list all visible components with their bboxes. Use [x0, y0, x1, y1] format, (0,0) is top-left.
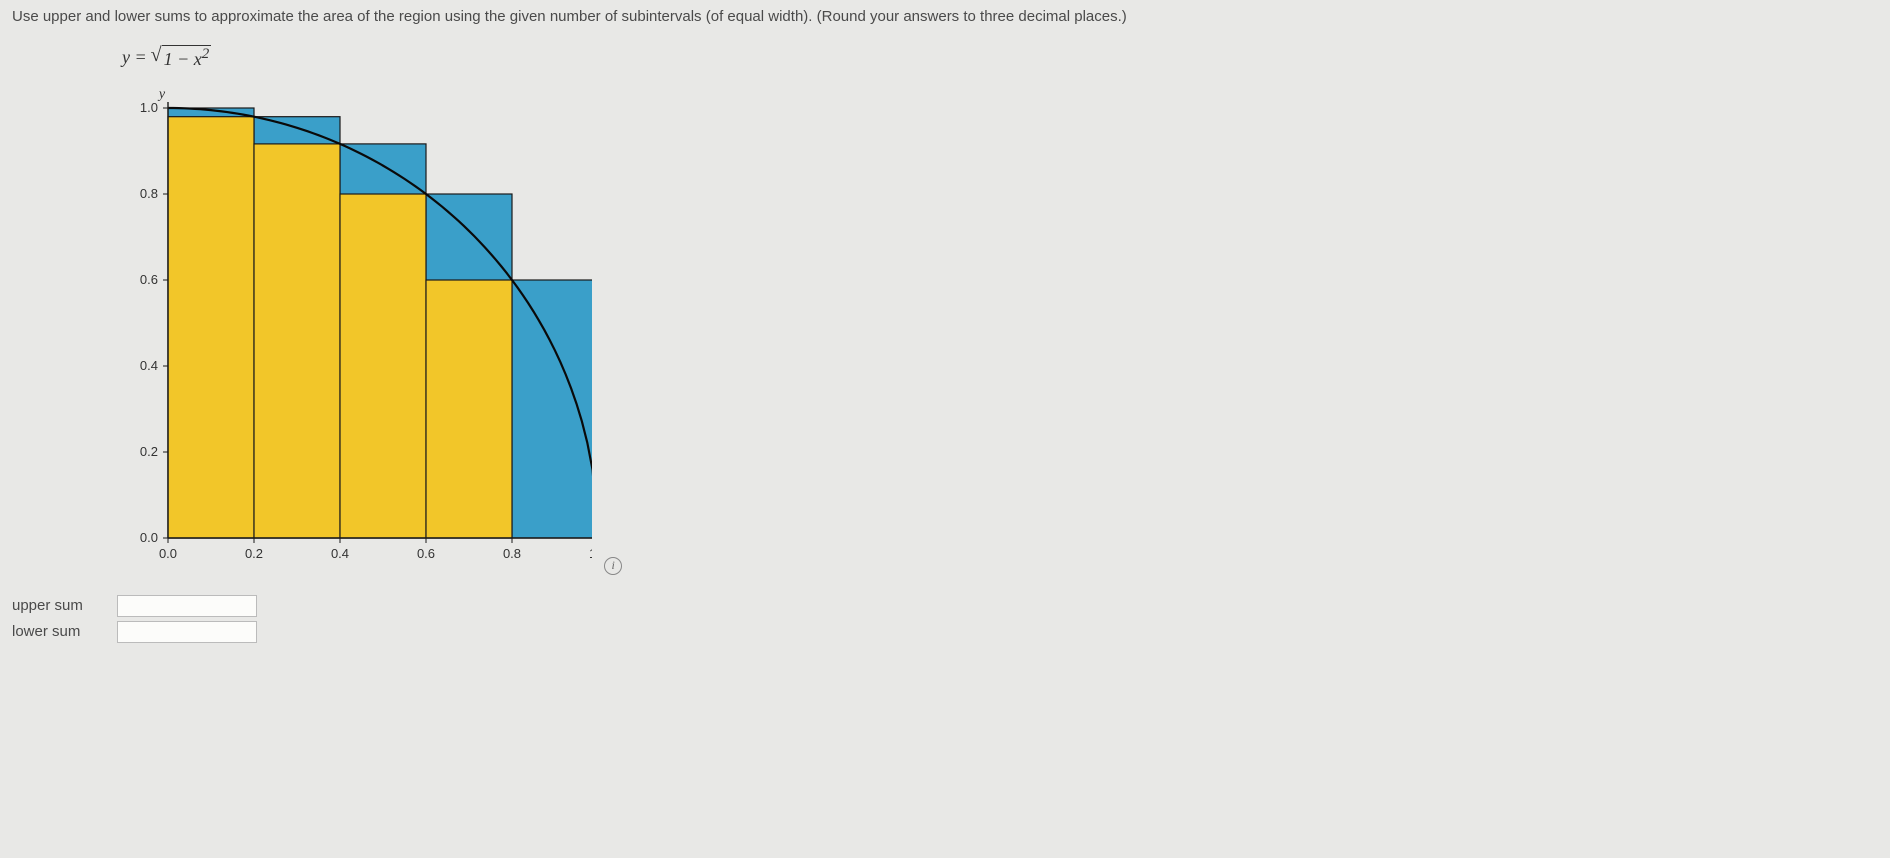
svg-text:0.6: 0.6 [417, 546, 435, 561]
svg-text:0.0: 0.0 [159, 546, 177, 561]
svg-text:0.4: 0.4 [140, 358, 158, 373]
sqrt-radicand: 1 − x2 [162, 45, 212, 70]
svg-text:1.0: 1.0 [589, 546, 592, 561]
info-icon[interactable]: i [604, 557, 622, 575]
equation: y = √ 1 − x2 [122, 45, 1878, 70]
lower-sum-row: lower sum [12, 621, 1878, 643]
sqrt-expression: √ 1 − x2 [151, 45, 212, 70]
radicand-base: 1 − x [164, 49, 202, 69]
svg-text:0.8: 0.8 [503, 546, 521, 561]
equation-lhs: y = [122, 47, 147, 68]
sqrt-symbol: √ [151, 45, 162, 65]
svg-text:0.2: 0.2 [245, 546, 263, 561]
svg-text:1.0: 1.0 [140, 100, 158, 115]
upper-sum-row: upper sum [12, 595, 1878, 617]
svg-text:y: y [157, 90, 166, 102]
svg-text:0.2: 0.2 [140, 444, 158, 459]
answers-section: upper sum lower sum [12, 595, 1878, 643]
upper-sum-input[interactable] [117, 595, 257, 617]
svg-text:0.8: 0.8 [140, 186, 158, 201]
chart-container: 0.00.20.40.60.81.00.00.20.40.60.81.0xy i [122, 90, 1878, 575]
upper-sum-label: upper sum [12, 597, 117, 614]
svg-text:0.4: 0.4 [331, 546, 349, 561]
lower-sum-input[interactable] [117, 621, 257, 643]
lower-sum-label: lower sum [12, 623, 117, 640]
riemann-chart: 0.00.20.40.60.81.00.00.20.40.60.81.0xy [122, 90, 592, 570]
radicand-exponent: 2 [202, 46, 210, 62]
svg-text:0.0: 0.0 [140, 530, 158, 545]
svg-text:0.6: 0.6 [140, 272, 158, 287]
question-text: Use upper and lower sums to approximate … [12, 8, 1878, 25]
